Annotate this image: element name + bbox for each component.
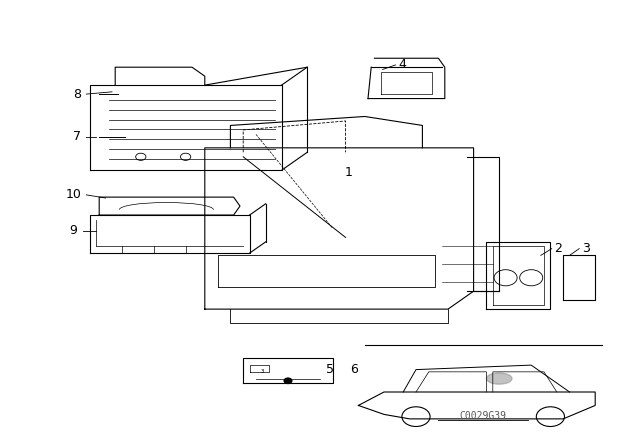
Text: 4: 4 [398, 58, 406, 72]
Text: 9: 9 [70, 224, 77, 237]
Text: C0029G39: C0029G39 [460, 411, 507, 421]
Text: 3: 3 [582, 242, 589, 255]
Text: 3: 3 [260, 369, 264, 375]
Text: 6: 6 [350, 363, 358, 376]
Ellipse shape [486, 373, 512, 384]
Text: 7: 7 [73, 130, 81, 143]
Text: 8: 8 [73, 87, 81, 101]
Text: 10: 10 [66, 188, 81, 202]
Text: 2: 2 [554, 242, 562, 255]
Circle shape [284, 378, 292, 383]
Text: 1: 1 [345, 166, 353, 179]
Text: 5: 5 [326, 363, 333, 376]
